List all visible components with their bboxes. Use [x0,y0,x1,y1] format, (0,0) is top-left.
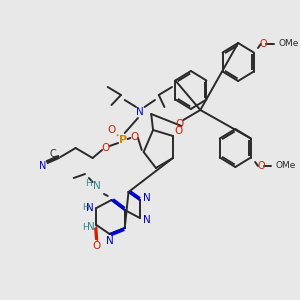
Text: O: O [92,241,101,251]
Text: H: H [82,223,88,232]
Text: C: C [50,149,56,159]
Text: O: O [107,125,116,135]
Text: O: O [102,143,110,153]
Text: O: O [257,161,265,171]
Text: N: N [142,215,150,225]
Text: N: N [87,222,94,232]
Text: O: O [130,132,138,142]
Text: N: N [106,236,113,246]
Text: N: N [92,181,100,191]
Text: OMe: OMe [279,38,299,47]
Text: O: O [175,126,183,136]
Text: O: O [176,119,184,129]
Text: N: N [136,107,144,117]
Text: OMe: OMe [276,161,296,170]
Text: N: N [39,161,46,171]
Text: H: H [82,202,88,211]
Text: O: O [260,39,268,49]
Text: N: N [142,193,150,203]
Text: H: H [85,179,92,188]
Text: P: P [119,135,127,145]
Text: N: N [86,203,94,213]
